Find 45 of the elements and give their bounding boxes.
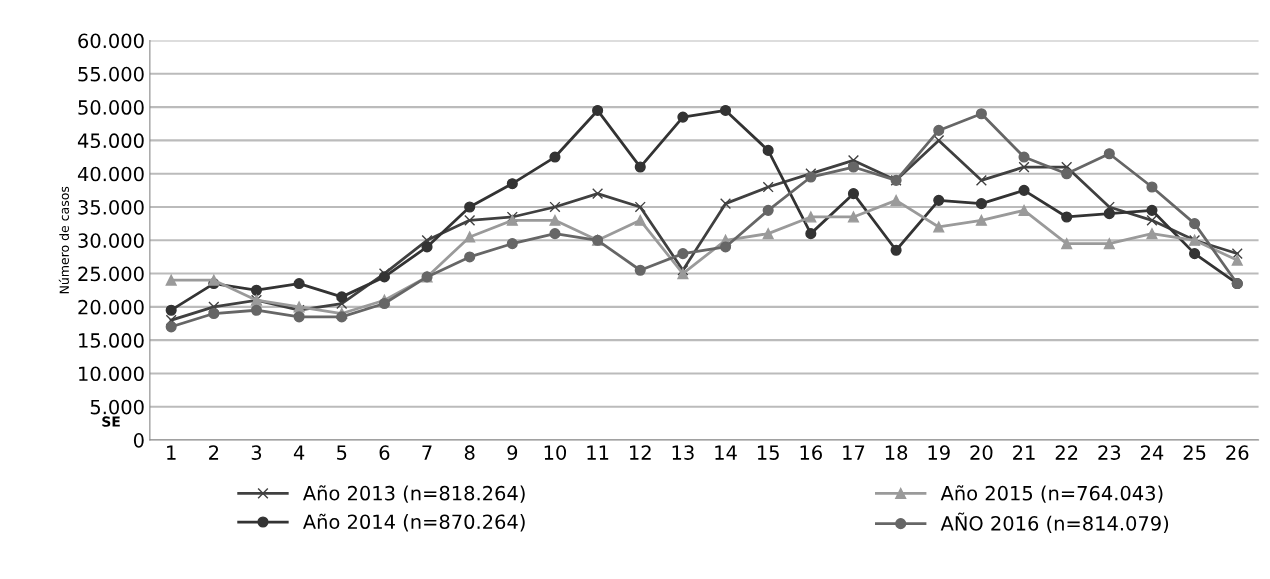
- legend-label: Año 2015 (n=764.043): [940, 485, 1163, 503]
- x-tick-label: 24: [1141, 445, 1164, 460]
- x-tick-label: 8: [464, 445, 475, 460]
- x-tick-label: 19: [928, 445, 950, 460]
- x-tick-label: 13: [672, 445, 694, 460]
- x-tick-label: 12: [630, 445, 651, 460]
- y-tick-label: 55.000: [78, 66, 144, 82]
- x-tick-label: 1: [167, 445, 176, 460]
- y-tick-label: 30.000: [78, 233, 144, 248]
- y-tick-label: 60.000: [78, 33, 144, 49]
- x-tick-label: 17: [843, 445, 865, 460]
- y-tick-label: 10.000: [79, 366, 144, 382]
- y-tick-label: 35.000: [78, 199, 144, 215]
- y-tick-label: 45.000: [77, 133, 144, 149]
- x-tick-label: 22: [1055, 445, 1078, 460]
- y-tick-label: 50.000: [78, 100, 144, 115]
- x-tick-label: 21: [1013, 445, 1035, 460]
- y-tick-label: 0: [133, 433, 144, 448]
- x-tick-label: 2: [209, 445, 219, 460]
- y-tick-label: 20.000: [78, 299, 144, 315]
- x-tick-label: 11: [587, 445, 609, 460]
- x-tick-label: 18: [885, 445, 908, 460]
- x-tick-label: 4: [293, 445, 305, 460]
- x-tick-label: 5: [337, 445, 347, 460]
- x-tick-label: 25: [1183, 445, 1206, 460]
- legend-label: AÑO 2016 (n=814.079): [940, 512, 1169, 533]
- y-axis-title: Número de casos: [58, 186, 69, 294]
- x-tick-label: 6: [379, 445, 390, 460]
- x-tick-label: 16: [800, 445, 822, 460]
- x-tick-label: 10: [544, 445, 567, 460]
- x-tick-label: 20: [970, 445, 993, 460]
- y-tick-label: 15.000: [79, 333, 144, 348]
- x-tick-label: 15: [757, 445, 779, 460]
- x-tick-label: 7: [422, 445, 432, 460]
- x-tick-label: 3: [251, 445, 262, 460]
- legend-label: Año 2014 (n=870.264): [302, 513, 525, 532]
- x-axis-title: SE: [102, 416, 120, 427]
- x-tick-label: 23: [1098, 445, 1121, 460]
- x-tick-label: 26: [1226, 445, 1249, 460]
- y-tick-label: 40.000: [77, 166, 144, 182]
- x-tick-label: 14: [715, 445, 737, 460]
- legend-label: Año 2013 (n=818.264): [302, 485, 525, 503]
- y-tick-label: 25.000: [78, 266, 144, 282]
- x-tick-label: 9: [507, 445, 518, 460]
- y-tick-label: 5.000: [90, 399, 144, 415]
